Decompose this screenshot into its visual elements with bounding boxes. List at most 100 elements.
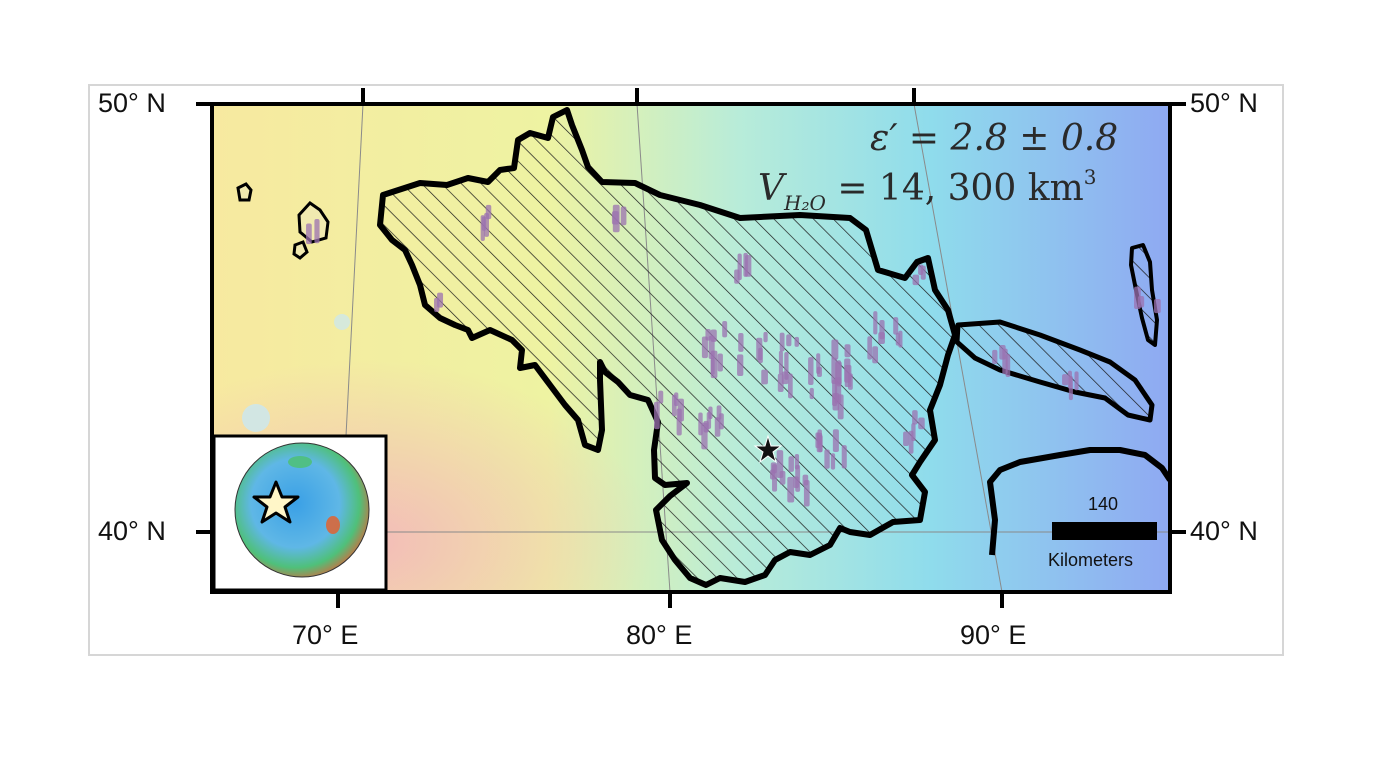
patch-west-2 [236,182,253,202]
detection-streak [844,344,851,358]
detection-streak [831,339,839,360]
radar-detections [306,204,1161,507]
volume-annotation: VH₂O = 14, 300 km3 [758,165,1097,215]
detection-streak [867,336,873,360]
lon-label-80: 80° E [626,620,693,650]
detection-streak [658,390,664,404]
detection-streak [703,420,709,433]
detection-streak [1153,298,1161,314]
detection-streak [918,417,925,430]
detection-streak [1005,353,1011,377]
detection-streak [912,274,920,286]
detection-streak [895,332,901,346]
detection-streak [485,204,492,220]
detection-streak [1068,375,1073,401]
inset-star-icon [252,480,300,524]
detection-streak [992,349,998,364]
detection-streak [717,353,723,372]
detection-streak [803,480,810,507]
hatched-region-main [377,107,958,588]
detection-streak [841,445,847,469]
detection-streak [903,431,909,446]
lat-label-south-right: 40° N [1190,516,1258,546]
detection-streak [677,398,684,422]
detection-streak [817,366,822,378]
detection-streak [708,335,715,360]
inset-globe [212,434,388,592]
detection-streak [830,453,836,470]
detection-streak [770,462,777,474]
detection-streak [314,218,320,244]
detection-streak [306,223,312,245]
permittivity-annotation: ε′ = 2.8 ± 0.8 [870,118,1119,159]
detection-streak [844,358,851,383]
detection-streak [708,406,713,420]
lat-label-south-left: 40° N [98,516,166,546]
scale-bar-unit: Kilometers [1048,550,1134,570]
detection-streak [734,269,740,284]
detection-streak [714,417,721,437]
hatched-region-sliver [1129,243,1159,347]
detection-streak [701,336,708,359]
lon-label-90: 90° E [960,620,1027,650]
detection-streak [737,354,744,376]
detection-streak [808,357,814,385]
detection-streak [920,265,926,280]
detection-streak [761,369,768,385]
detection-streak [1074,371,1079,391]
detection-streak [809,387,814,400]
detection-streak [795,464,801,492]
detection-streak [758,347,763,364]
lon-label-70: 70° E [292,620,359,650]
scale-bar-value: 140 [1088,494,1119,514]
detection-streak [738,332,744,352]
detection-streak [763,331,768,343]
hatched-region-east [954,319,1155,423]
detection-streak [873,311,878,335]
volume-symbol: V [758,168,784,209]
detection-streak [779,332,785,352]
detection-streak [872,346,879,364]
detection-streak [835,361,842,385]
volume-subscript: H₂O [784,191,826,215]
detection-streak [837,394,844,420]
map-border [210,102,1172,594]
detection-streak [674,392,679,407]
detection-streak [654,401,660,430]
detection-streak [787,476,795,503]
scale-bar [1052,522,1157,540]
site-star-icon [753,434,783,464]
patch-west-3 [292,240,309,260]
detection-streak [722,320,728,338]
detection-streak [878,332,885,345]
detection-streak [893,317,899,335]
detection-streak [1062,374,1069,386]
detection-streak [620,206,627,226]
detection-streak [786,334,792,347]
detection-streak [912,410,918,425]
detection-streak [781,371,789,385]
volume-exponent: 3 [1083,165,1097,189]
detection-streak [824,449,830,469]
detection-streak [611,211,619,225]
detection-streak [788,373,793,399]
volume-value: = 14, 300 km [837,168,1084,209]
detection-streak [832,429,839,453]
axis-ticks [196,88,1186,608]
lat-label-north-left: 50° N [98,88,166,118]
detection-streak [788,456,794,472]
detection-streak [716,405,722,420]
detection-streak [434,297,440,313]
boundary-southeast [987,447,1170,556]
detection-streak [480,215,485,241]
detection-streak [818,434,823,453]
detection-streak [778,350,783,375]
detection-streak [710,358,715,375]
detection-streak [745,255,752,277]
detection-streak [794,336,800,347]
detection-streak [1134,286,1141,310]
lat-label-north-right: 50° N [1190,88,1258,118]
detection-streak [908,430,914,454]
detection-streak [776,450,784,479]
